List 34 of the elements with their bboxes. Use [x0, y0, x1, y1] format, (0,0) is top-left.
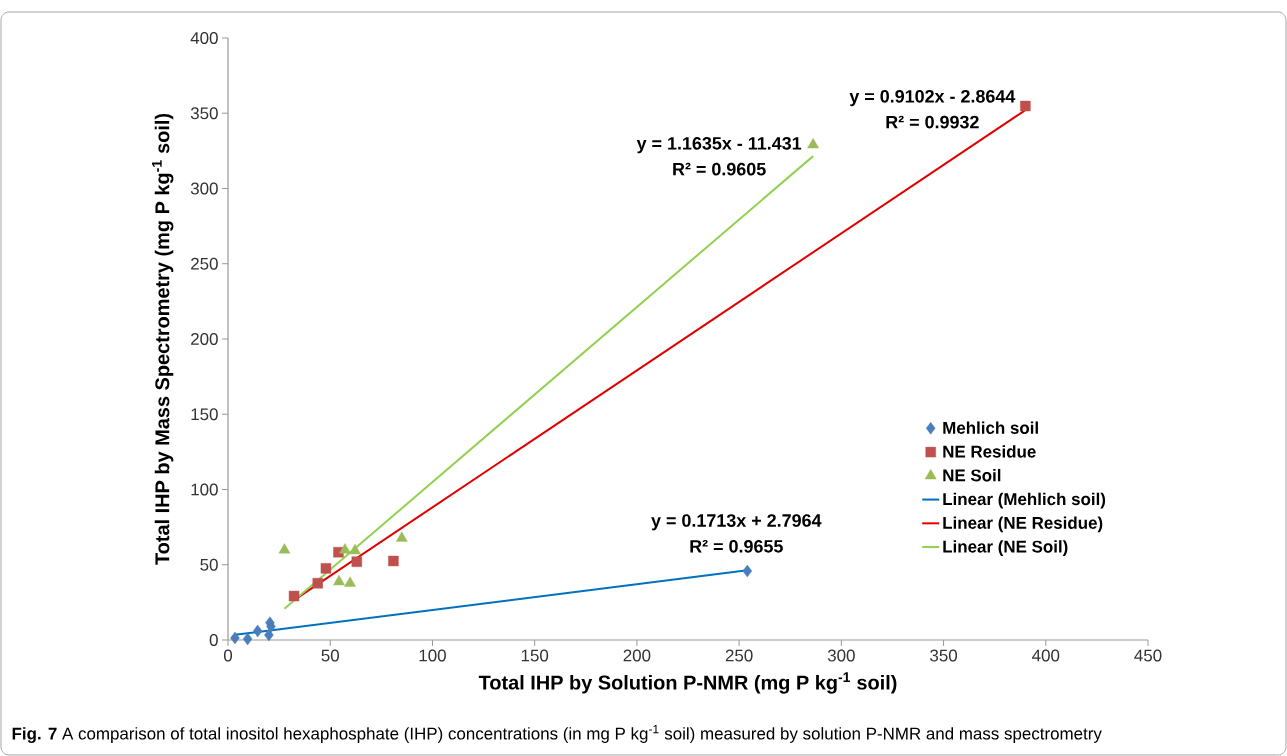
annotation: y = 1.1635x - 11.431 — [636, 137, 802, 154]
y-tick-label: 250 — [191, 257, 218, 270]
y-axis-title: Total IHP by Mass Spectrometry (mg P kg$^{-1}$ soil) — [152, 113, 174, 565]
x-tick-label: 350 — [930, 649, 958, 662]
legend-label: NE Soil — [943, 468, 1001, 482]
x-axis-title: Total IHP by Solution P-NMR (mg P kg$^{-1}$ soil) — [478, 672, 897, 694]
annotation: R² = 0.9932 — [886, 115, 979, 129]
text: Fig. 7 A comparison of total inositol hexaphosphate (IHP) concentrations (in mg P kg$^{-1}$ soil) measured by solution P-NMR and mass spectrometry — [12, 724, 1102, 743]
legend-label: Linear (Mehlich soil) — [943, 492, 1106, 509]
annotation: R² = 0.9655 — [690, 539, 783, 553]
y-tick-label: 100 — [191, 483, 218, 496]
y-tick-label: 0 — [209, 633, 218, 646]
legend-label: Linear (NE Residue) — [943, 516, 1103, 533]
legend-label: NE Residue — [943, 445, 1036, 458]
x-tick-label: 300 — [827, 649, 855, 662]
legend-label: Mehlich soil — [943, 421, 1038, 434]
x-tick-label: 200 — [623, 649, 651, 662]
y-tick-label: 400 — [190, 31, 218, 44]
y-tick-label: 50 — [200, 558, 218, 571]
x-tick-label: 150 — [521, 649, 549, 662]
x-tick-label: 100 — [419, 649, 446, 662]
y-tick-label: 350 — [190, 107, 218, 120]
annotation: y = 0.1713x + 2.7964 — [651, 514, 822, 531]
legend-label: Linear (NE Soil) — [943, 540, 1068, 556]
y-tick-label: 150 — [191, 408, 218, 421]
x-tick-label: 250 — [725, 649, 753, 662]
x-tick-label: 0 — [223, 649, 233, 662]
annotation: y = 0.9102x - 2.8644 — [849, 89, 1016, 107]
annotation: R² = 0.9605 — [673, 162, 766, 176]
x-tick-label: 450 — [1134, 649, 1162, 662]
x-tick-label: 400 — [1032, 649, 1060, 662]
y-tick-label: 200 — [191, 332, 218, 345]
x-tick-label: 50 — [321, 649, 339, 662]
y-tick-label: 300 — [190, 182, 218, 195]
